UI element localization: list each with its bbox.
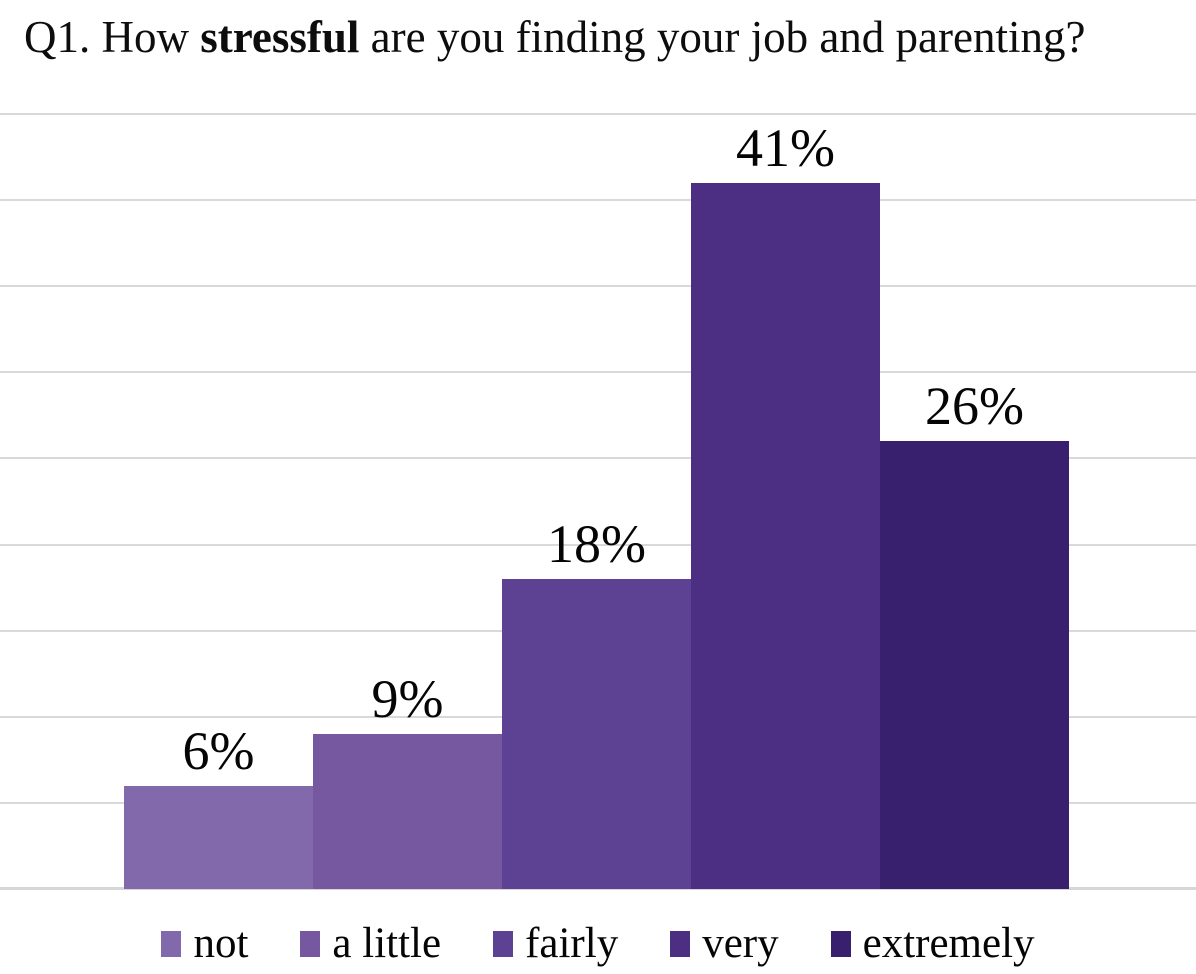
bar-value-label-not: 6%: [182, 720, 255, 781]
legend: not a little fairly very extremely: [0, 919, 1196, 968]
bar-extremely: 26%: [880, 376, 1069, 889]
legend-swatch-very: [670, 930, 691, 957]
legend-label-fairly: fairly: [525, 920, 619, 967]
chart-title-prefix: Q1. How: [24, 12, 201, 62]
legend-item-extremely: extremely: [830, 919, 1035, 968]
chart-title-suffix: are you finding your job and parenting?: [359, 12, 1086, 62]
chart-title: Q1. How stressful are you finding your j…: [24, 12, 1085, 64]
gridline-40: [0, 199, 1196, 202]
bar-very: 41%: [691, 118, 880, 889]
legend-label-a-little: a little: [332, 920, 442, 967]
legend-item-not: not: [161, 919, 248, 968]
legend-item-a-little: a little: [300, 919, 441, 968]
legend-swatch-fairly: [493, 930, 514, 957]
bar-value-label-extremely: 26%: [925, 376, 1024, 437]
bar-value-label-fairly: 18%: [547, 514, 646, 574]
legend-swatch-a-little: [300, 930, 321, 957]
bar-not: 6%: [124, 721, 313, 889]
chart-title-emphasis: stressful: [200, 12, 360, 62]
legend-label-not: not: [193, 920, 249, 967]
legend-swatch-extremely: [830, 930, 851, 957]
legend-label-very: very: [702, 920, 779, 967]
legend-swatch-not: [161, 930, 182, 957]
plot-area: 6% 9% 18% 41% 26%: [0, 113, 1196, 890]
gridline-35: [0, 285, 1196, 288]
bar-a-little: 9%: [313, 669, 502, 889]
gridline-25: [0, 457, 1196, 460]
gridline-30: [0, 371, 1196, 374]
bar-series: 6% 9% 18% 41% 26%: [124, 114, 1069, 889]
bar-fairly: 18%: [502, 514, 691, 889]
bar-value-label-a-little: 9%: [371, 669, 444, 729]
legend-item-fairly: fairly: [493, 919, 618, 968]
legend-item-very: very: [670, 919, 779, 968]
gridline-45: [0, 113, 1196, 115]
legend-label-extremely: extremely: [862, 920, 1035, 967]
gridline-20: [0, 543, 1196, 546]
bar-value-label-very: 41%: [736, 117, 835, 178]
